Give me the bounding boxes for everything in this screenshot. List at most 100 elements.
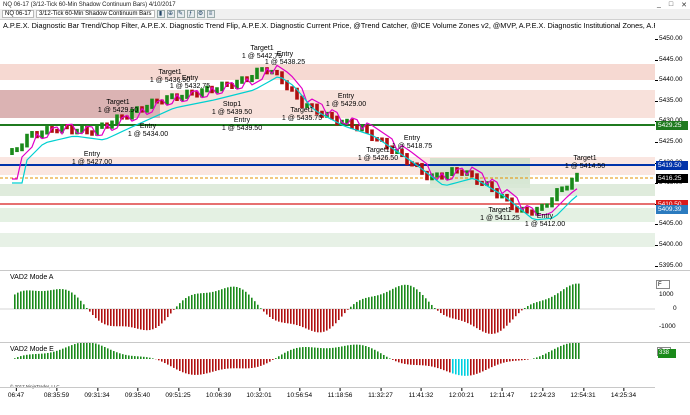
zoom-icon[interactable]: ⊕ xyxy=(166,10,175,18)
histogram-bar xyxy=(200,359,202,375)
down-bar xyxy=(390,145,394,155)
time-tick: 10:32:01 xyxy=(246,388,272,399)
up-bar xyxy=(180,94,184,101)
histogram-bar xyxy=(197,293,199,309)
histogram-bar xyxy=(443,309,445,315)
histogram-bar xyxy=(407,284,409,309)
histogram-bar xyxy=(419,291,421,309)
annotation-price: 1 @ 5414.50 xyxy=(565,163,605,170)
histogram-bar xyxy=(413,359,415,365)
histogram-bar xyxy=(80,300,82,309)
histogram-bar xyxy=(512,359,514,362)
histogram-bar xyxy=(200,293,202,309)
vad2-mode-a-label: VAD2 Mode A xyxy=(10,274,54,281)
histogram-bar xyxy=(95,343,97,359)
strategy-icon[interactable]: ⚙ xyxy=(196,10,205,18)
annotation-price: 1 @ 5439.50 xyxy=(212,109,252,116)
histogram-bar xyxy=(113,351,115,359)
histogram-bar xyxy=(569,343,571,359)
down-bar xyxy=(515,206,519,213)
price-tick: 5450.00 xyxy=(655,35,683,42)
up-bar xyxy=(345,118,349,124)
histogram-bar xyxy=(266,359,268,364)
down-bar xyxy=(490,181,494,193)
down-bar xyxy=(425,170,429,181)
maximize-icon[interactable]: □ xyxy=(668,1,674,8)
price-chart[interactable]: Target1 1 @ 5442.75 Entry 1 @ 5438.25 Target… xyxy=(0,20,655,270)
annotation-label: Target1 xyxy=(366,147,389,154)
histogram-bar xyxy=(35,290,37,309)
annotation-label: Stop1 xyxy=(223,101,241,108)
histogram-bar xyxy=(341,346,343,359)
histogram-bar xyxy=(20,356,22,359)
histogram-bar xyxy=(95,309,97,319)
histogram-bar xyxy=(566,343,568,359)
histogram-bar xyxy=(377,351,379,359)
histogram-bar xyxy=(557,293,559,309)
indicator-icon[interactable]: ƒ xyxy=(186,10,195,18)
minimize-icon[interactable]: _ xyxy=(656,1,661,8)
histogram-bar xyxy=(542,355,544,359)
bar-type-selector[interactable]: 3/12-Tick 60-Min Shadow Continuum Bars xyxy=(36,10,155,18)
histogram-bar xyxy=(455,359,457,375)
histogram-bar xyxy=(506,359,508,362)
chart-style-icon[interactable]: ▮ xyxy=(156,10,165,18)
histogram-bar xyxy=(308,309,310,330)
histogram-bar xyxy=(521,359,523,361)
histogram-bar xyxy=(413,287,415,309)
time-tick: 14:25:34 xyxy=(610,388,637,399)
annotation-price: 1 @ 5429.00 xyxy=(326,101,366,108)
histogram-bar xyxy=(155,309,157,328)
histogram-bar xyxy=(47,352,49,359)
histogram-bar xyxy=(500,359,502,364)
histogram-bar xyxy=(149,309,151,331)
histogram-bar xyxy=(224,359,226,369)
histogram-bar xyxy=(128,355,130,359)
histogram-bar xyxy=(563,289,565,309)
instrument-selector[interactable]: NQ 06-17 xyxy=(2,10,35,18)
histogram-bar xyxy=(521,309,523,311)
histogram-bar xyxy=(44,290,46,309)
histogram-bar xyxy=(182,300,184,309)
histogram-bar xyxy=(314,309,316,332)
price-axis[interactable]: 5450.005445.005440.005435.005430.005425.… xyxy=(655,20,690,270)
down-bar xyxy=(300,95,304,109)
price-flag: 5429.25 xyxy=(656,121,688,130)
histogram-bar xyxy=(185,298,187,309)
histogram-bar xyxy=(377,295,379,309)
up-bar xyxy=(260,67,264,72)
price-tick: 5405.00 xyxy=(655,220,683,228)
histogram-bar xyxy=(572,284,574,309)
histogram-bar xyxy=(233,359,235,369)
histogram-bar xyxy=(287,309,289,324)
up-bar xyxy=(60,124,64,134)
down-bar xyxy=(195,91,199,98)
annotation-label: Target1 xyxy=(290,107,313,114)
histogram-bar xyxy=(92,309,94,316)
time-axis[interactable]: 06:47 08:35:59 09:31:34 09:35:40 09:51:25 10:… xyxy=(0,387,655,415)
histogram-bar xyxy=(398,359,400,363)
histogram-bar xyxy=(281,309,283,323)
histogram-bar xyxy=(290,309,292,324)
histogram-bar xyxy=(104,347,106,359)
histogram-bar xyxy=(563,344,565,359)
histogram-bar xyxy=(209,359,211,373)
histogram-bar xyxy=(395,359,397,362)
up-bar xyxy=(110,120,114,129)
up-bar xyxy=(270,69,274,75)
close-icon[interactable]: ✕ xyxy=(681,1,687,9)
histogram-bar xyxy=(434,359,436,368)
histogram-bar xyxy=(551,296,553,309)
histogram-bar xyxy=(218,359,220,371)
histogram-bar xyxy=(470,359,472,376)
histogram-bar xyxy=(254,359,256,368)
histogram-bar xyxy=(164,359,166,364)
histogram-bar xyxy=(356,301,358,309)
histogram-bar xyxy=(53,289,55,309)
histogram-bar xyxy=(359,300,361,309)
draw-tool-icon[interactable]: ✎ xyxy=(176,10,185,18)
down-bar xyxy=(385,137,389,150)
properties-icon[interactable]: ≡ xyxy=(206,10,215,18)
down-bar xyxy=(400,148,404,158)
histogram-bar xyxy=(575,343,577,359)
